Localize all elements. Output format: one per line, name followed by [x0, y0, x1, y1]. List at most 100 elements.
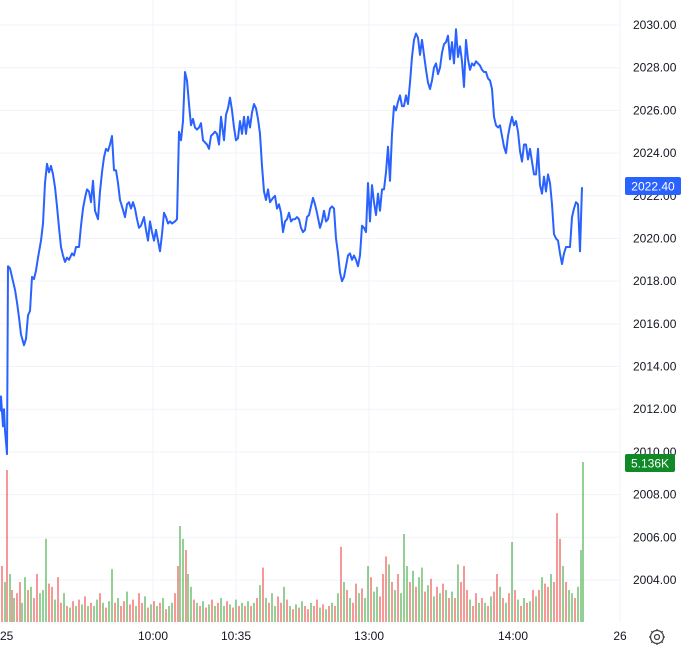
volume-bar	[36, 574, 38, 622]
volume-bar	[529, 601, 531, 622]
volume-bar	[220, 598, 222, 622]
volume-bar	[274, 606, 276, 622]
x-axis[interactable]: 25 10:00 10:35 13:00 14:00 26	[0, 629, 627, 643]
volume-bar	[268, 602, 270, 622]
volume-bar	[538, 590, 540, 622]
volume-bar	[156, 606, 158, 622]
volume-bar	[379, 596, 381, 622]
volume-bar	[478, 602, 480, 622]
volume-bar	[475, 593, 477, 622]
volume-bar	[364, 598, 366, 622]
volume-bar	[177, 566, 179, 622]
volume-bar	[568, 590, 570, 622]
volume-bar	[120, 606, 122, 622]
volume-bar	[439, 593, 441, 622]
volume-bar	[526, 602, 528, 622]
volume-bar	[370, 577, 372, 622]
volume-bar	[187, 574, 189, 622]
volume-bar	[144, 596, 146, 622]
volume-bar	[580, 550, 582, 622]
volume-bar	[523, 598, 525, 622]
settings-gear-icon[interactable]	[646, 626, 668, 648]
volume-bar	[87, 606, 89, 622]
volume-bar	[84, 596, 86, 622]
volume-bar	[571, 593, 573, 622]
volume-bar	[442, 583, 444, 622]
x-tick-label: 13:00	[354, 629, 384, 643]
volume-bar	[39, 593, 41, 622]
volume-bar	[487, 606, 489, 622]
volume-bar	[505, 602, 507, 622]
volume-bar	[391, 582, 393, 622]
volume-bar	[190, 586, 192, 622]
volume-bar	[9, 574, 11, 622]
volume-bar	[69, 607, 71, 622]
volume-bar	[355, 583, 357, 622]
volume-bar	[514, 590, 516, 622]
volume-bar	[460, 582, 462, 622]
volume-bar	[307, 609, 309, 622]
volume-bar	[11, 590, 13, 622]
volume-bars	[1, 462, 584, 622]
volume-bar	[418, 577, 420, 622]
volume-bar	[421, 567, 423, 622]
volume-bar	[283, 586, 285, 622]
volume-bar	[123, 601, 125, 622]
volume-bar	[174, 593, 176, 622]
volume-bar	[550, 574, 552, 622]
volume-bar	[385, 556, 387, 622]
volume-bar	[99, 593, 101, 622]
y-tick-label: 2020.00	[633, 231, 677, 245]
volume-bar	[202, 601, 204, 622]
y-tick-label: 2014.00	[633, 360, 677, 374]
volume-bar	[108, 601, 110, 622]
volume-bar	[226, 601, 228, 622]
price-line-layer	[0, 28, 583, 456]
volume-bar	[298, 607, 300, 622]
volume-bar	[544, 583, 546, 622]
y-axis[interactable]: 2004.002006.002008.002010.002012.002014.…	[633, 18, 677, 587]
volume-bar	[469, 599, 471, 622]
volume-bar	[313, 606, 315, 622]
volume-bar	[13, 598, 15, 622]
y-tick-label: 2016.00	[633, 317, 677, 331]
volume-bar	[397, 574, 399, 622]
volume-bar	[129, 604, 131, 622]
volume-bar	[21, 602, 23, 622]
volume-bar	[433, 596, 435, 622]
volume-bar	[490, 596, 492, 622]
volume-bar	[45, 538, 47, 622]
volume-bar	[328, 606, 330, 622]
volume-bar	[96, 599, 98, 622]
volume-bar	[559, 538, 561, 622]
volume-bar	[135, 606, 137, 622]
volume-badge-label: 5.136K	[631, 457, 669, 471]
volume-bar	[150, 604, 152, 622]
volume-bar	[520, 606, 522, 622]
volume-bar	[400, 593, 402, 622]
volume-bar	[117, 598, 119, 622]
volume-bar	[16, 593, 18, 622]
y-tick-label: 2006.00	[633, 530, 677, 544]
volume-bar	[247, 601, 249, 622]
volume-bar	[30, 586, 32, 622]
volume-bar	[532, 590, 534, 622]
volume-bar	[394, 590, 396, 622]
volume-bar	[211, 599, 213, 622]
volume-bar	[322, 604, 324, 622]
volume-bar	[138, 593, 140, 622]
volume-bar	[556, 513, 558, 622]
volume-bar	[265, 598, 267, 622]
volume-bar	[382, 574, 384, 622]
y-tick-label: 2028.00	[633, 61, 677, 75]
volume-bar	[171, 602, 173, 622]
volume-bar	[244, 606, 246, 622]
volume-bar	[141, 602, 143, 622]
volume-bar	[565, 582, 567, 622]
volume-bar	[253, 602, 255, 622]
volume-bar	[403, 534, 405, 622]
volume-bar	[33, 598, 35, 622]
volume-bar	[466, 590, 468, 622]
volume-bar	[205, 607, 207, 622]
